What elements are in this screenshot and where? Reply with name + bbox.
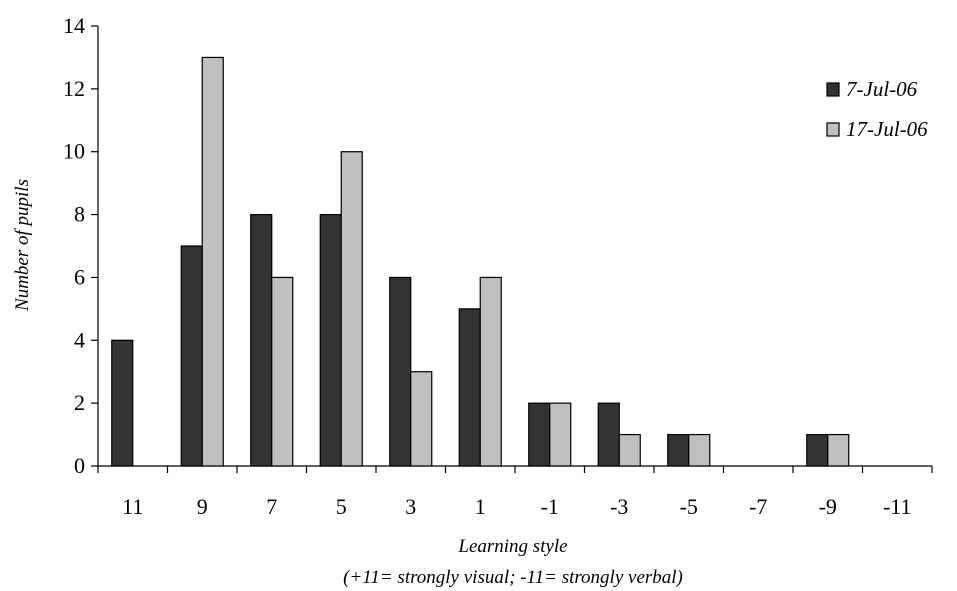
bar-2--1 — [549, 402, 572, 467]
x-tick-label: -9 — [819, 494, 837, 519]
bar-2-5 — [340, 151, 363, 467]
y-tick-label: 10 — [63, 139, 85, 164]
chart-legend: 7-Jul-06 17-Jul-06 — [826, 77, 928, 141]
y-tick-label: 14 — [63, 13, 85, 38]
bar-2-3 — [410, 371, 433, 467]
y-tick-label: 8 — [74, 202, 85, 227]
x-tick-label: 1 — [475, 494, 486, 519]
x-tick-label: -3 — [610, 494, 628, 519]
x-tick-label: 3 — [405, 494, 416, 519]
bar-2-1 — [479, 276, 502, 467]
bar-1--5 — [667, 433, 690, 467]
x-tick-label: 5 — [336, 494, 347, 519]
legend-label-series-1: 7-Jul-06 — [846, 77, 918, 101]
bar-2-7 — [271, 276, 294, 467]
chart-bars — [111, 56, 850, 467]
y-tick-label: 4 — [74, 327, 85, 352]
y-tick-label: 0 — [74, 453, 85, 478]
y-axis-ticks: 0 2 4 6 8 10 12 14 — [63, 13, 98, 478]
x-tick-label: 9 — [197, 494, 208, 519]
bar-1--9 — [806, 433, 829, 467]
x-axis-title: Learning style — [457, 536, 567, 557]
x-tick-label: 7 — [266, 494, 277, 519]
bar-1-7 — [250, 213, 273, 467]
x-tick-label: -7 — [749, 494, 767, 519]
legend-label-series-2: 17-Jul-06 — [846, 117, 928, 141]
y-tick-label: 6 — [74, 264, 85, 289]
bar-1-11 — [111, 339, 134, 467]
x-tick-label: -5 — [680, 494, 698, 519]
bar-2--9 — [827, 433, 850, 467]
bar-1--1 — [528, 402, 551, 467]
legend-swatch-series-1 — [826, 82, 840, 97]
bar-2--5 — [688, 433, 711, 467]
y-tick-label: 2 — [74, 390, 85, 415]
x-axis-note: (+11= strongly visual; -11= strongly ver… — [343, 567, 683, 588]
x-tick-label: -1 — [541, 494, 559, 519]
y-axis-title: Number of pupils — [12, 179, 33, 312]
bar-2-9 — [201, 56, 224, 467]
x-axis-ticks: 11 9 7 5 3 1 -1 -3 -5 -7 -9 -11 — [97, 466, 933, 519]
x-tick-label: 11 — [122, 494, 143, 519]
bar-1--3 — [597, 402, 620, 467]
bar-1-9 — [180, 245, 203, 467]
legend-swatch-series-2 — [826, 122, 840, 137]
x-tick-label: -11 — [883, 494, 912, 519]
bar-1-5 — [319, 213, 342, 467]
bar-2--3 — [618, 433, 641, 467]
bar-1-3 — [389, 276, 412, 467]
y-tick-label: 12 — [63, 76, 85, 101]
bar-1-1 — [458, 308, 481, 467]
